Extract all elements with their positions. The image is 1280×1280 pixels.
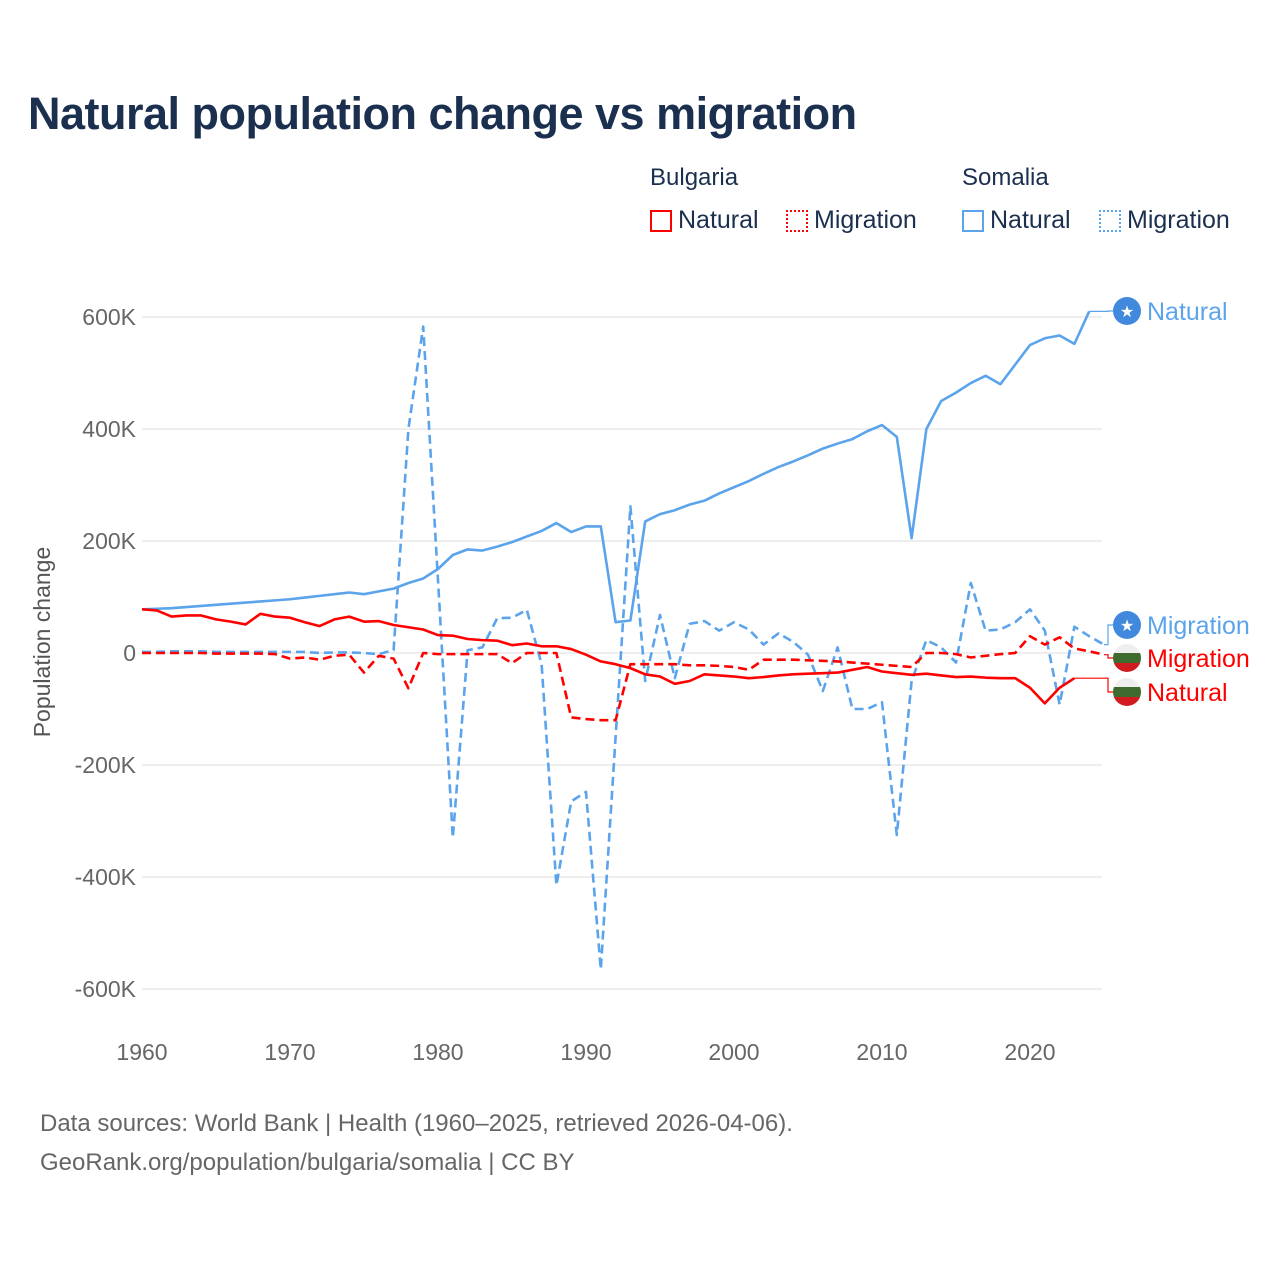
legend-somalia-migration[interactable]: Migration	[1099, 206, 1230, 235]
svg-text:★: ★	[1120, 304, 1134, 321]
y-tick-label: 600K	[82, 304, 136, 330]
series-line-somalia-natural[interactable]	[141, 310, 1091, 624]
y-tick-label: 0	[123, 640, 136, 666]
legend-swatch	[650, 209, 672, 232]
legend-swatch	[962, 209, 984, 232]
y-tick-label: 200K	[82, 528, 136, 554]
svg-text:★: ★	[1120, 618, 1134, 635]
x-tick-label: 1980	[412, 1039, 463, 1065]
x-tick-label: 2000	[708, 1039, 759, 1065]
series-end-label: Migration	[1147, 645, 1250, 673]
label-connector	[1074, 677, 1114, 693]
series-line-bulgaria-natural[interactable]	[141, 608, 1076, 705]
bulgaria-flag-icon	[1113, 678, 1141, 706]
legend-label: Migration	[814, 206, 917, 234]
bulgaria-flag-icon	[1113, 644, 1141, 672]
x-tick-label: 2010	[856, 1039, 907, 1065]
x-tick-label: 1970	[264, 1039, 315, 1065]
somalia-flag-icon: ★	[1113, 297, 1141, 325]
legend-swatch	[786, 209, 808, 232]
label-connector	[1104, 624, 1114, 646]
y-axis-label: Population change	[29, 547, 55, 738]
series-end-label: Natural	[1147, 298, 1228, 326]
legend-label: Migration	[1127, 206, 1230, 234]
somalia-flag-icon: ★	[1113, 611, 1141, 639]
legend-label: Natural	[678, 206, 759, 234]
source-link[interactable]: GeoRank.org/population/bulgaria/somalia …	[40, 1149, 575, 1176]
legend-bulgaria-migration[interactable]: Migration	[786, 206, 917, 235]
legend-label: Natural	[990, 206, 1071, 234]
series-end-label: Natural	[1147, 679, 1228, 707]
chart-title: Natural population change vs migration	[28, 88, 857, 139]
legend-group-somalia: Somalia	[962, 164, 1049, 191]
series-end-label: Migration	[1147, 612, 1250, 640]
y-tick-label: -400K	[75, 864, 137, 890]
series-line-somalia-migration[interactable]	[142, 325, 1105, 971]
legend-group-bulgaria: Bulgaria	[650, 164, 739, 191]
series-line-bulgaria-migration[interactable]	[142, 634, 1105, 722]
source-line-1: Data sources: World Bank | Health (1960–…	[40, 1110, 793, 1137]
x-tick-label: 1960	[116, 1039, 167, 1065]
label-connector	[1104, 654, 1114, 659]
x-tick-label: 1990	[560, 1039, 611, 1065]
legend-somalia-natural[interactable]: Natural	[962, 206, 1071, 235]
legend-swatch	[1099, 209, 1121, 232]
y-tick-label: 400K	[82, 416, 136, 442]
y-tick-label: -600K	[75, 976, 137, 1002]
y-tick-label: -200K	[75, 752, 137, 778]
legend-bulgaria-natural[interactable]: Natural	[650, 206, 759, 235]
x-tick-label: 2020	[1004, 1039, 1055, 1065]
